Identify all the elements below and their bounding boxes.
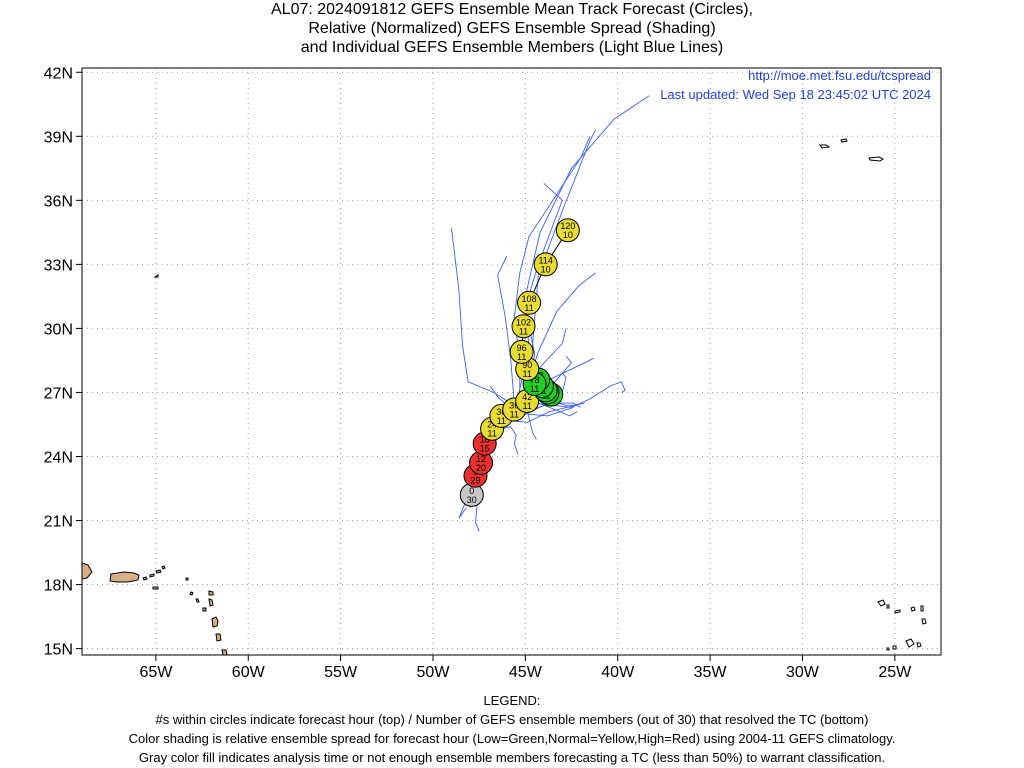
lat-tick-label: 33N (44, 257, 73, 274)
lon-tick-label: 60W (232, 664, 266, 681)
lat-tick-label: 27N (44, 385, 73, 402)
map-gridlines (82, 68, 941, 655)
lat-tick-label: 21N (44, 514, 73, 531)
forecast-hour-label: 42 (522, 392, 532, 402)
map-title-line-1: AL07: 2024091812 GEFS Ensemble Mean Trac… (271, 1, 753, 18)
member-count-label: 11 (510, 410, 519, 420)
map-frame (81, 67, 942, 656)
mean-track-circles: 0306291220181524113011361142114811541160… (459, 218, 580, 507)
member-count-label: 30 (467, 495, 477, 505)
member-count-label: 11 (519, 326, 528, 336)
map-axes: 42N 39N 36N 33N 30N 27N 24N 21N 18N 15N 65W 60W 55W 5… (44, 65, 913, 681)
member-count-label: 10 (541, 264, 551, 274)
lat-tick-label: 42N (44, 65, 73, 82)
map-title-line-2: Relative (Normalized) GEFS Ensemble Spre… (308, 20, 716, 37)
forecast-hour-label: 12 (476, 454, 486, 464)
map-title-line-3: and Individual GEFS Ensemble Members (Li… (300, 39, 724, 56)
lon-tick-label: 40W (601, 664, 635, 681)
legend-heading: LEGEND: (483, 693, 541, 708)
forecast-hour-label: 108 (522, 294, 537, 304)
land-masses (82, 138, 927, 655)
member-count-label: 11 (517, 352, 526, 362)
legend-line-3: Gray color fill indicates analysis time … (138, 750, 886, 765)
member-count-label: 11 (487, 429, 496, 439)
lon-tick-label: 55W (324, 664, 358, 681)
ensemble-member-track (469, 95, 650, 504)
forecast-hour-label: 24 (487, 420, 497, 430)
source-url-link[interactable]: http://moe.met.fsu.edu/tcspread (748, 68, 931, 83)
member-count-label: 15 (480, 444, 490, 454)
lon-tick-label: 45W (509, 664, 543, 681)
forecast-hour-label: 120 (560, 221, 575, 231)
land-azores (819, 138, 884, 162)
forecast-hour-label: 102 (516, 317, 531, 327)
member-count-label: 20 (476, 463, 486, 473)
forecast-circle-marker (517, 290, 542, 315)
member-count-label: 11 (497, 416, 506, 426)
member-count-label: 11 (524, 303, 533, 313)
lon-tick-label: 65W (139, 664, 173, 681)
member-count-label: 10 (563, 230, 573, 240)
forecast-circle-marker (511, 314, 536, 339)
last-updated-text: Last updated: Wed Sep 18 23:45:02 UTC 20… (660, 87, 931, 102)
forecast-circle-marker (555, 218, 580, 243)
land-caribbean-islands (142, 274, 228, 655)
lat-tick-label: 30N (44, 321, 73, 338)
lon-tick-label: 50W (417, 664, 451, 681)
lat-tick-label: 36N (44, 193, 73, 210)
land-cape-verde (877, 599, 927, 651)
forecast-hour-label: 90 (522, 360, 532, 370)
forecast-hour-label: 78 (530, 375, 540, 385)
legend-line-2: Color shading is relative ensemble sprea… (128, 731, 896, 746)
lat-tick-label: 15N (44, 642, 73, 659)
land-hispaniola (82, 562, 93, 580)
forecast-hour-label: 96 (517, 343, 527, 353)
member-count-label: 11 (523, 369, 532, 379)
forecast-circle-marker (509, 339, 534, 364)
lon-tick-label: 30W (786, 664, 820, 681)
lat-tick-label: 24N (44, 449, 73, 466)
lat-tick-label: 39N (44, 129, 73, 146)
lon-tick-label: 35W (694, 664, 728, 681)
forecast-hour-label: 18 (480, 435, 490, 445)
forecast-hour-label: 114 (538, 255, 552, 265)
member-count-label: 29 (470, 476, 480, 486)
forecast-hour-label: 0 (469, 486, 474, 496)
member-count-label: 11 (530, 384, 539, 394)
land-puerto-rico (109, 571, 140, 583)
forecast-hour-label: 36 (509, 401, 519, 411)
forecast-circle-marker (533, 252, 558, 277)
legend-line-1: #s within circles indicate forecast hour… (155, 712, 869, 727)
lat-tick-label: 18N (44, 578, 73, 595)
member-count-label: 11 (523, 401, 532, 411)
lon-tick-label: 25W (878, 664, 912, 681)
forecast-hour-label: 30 (496, 407, 506, 417)
